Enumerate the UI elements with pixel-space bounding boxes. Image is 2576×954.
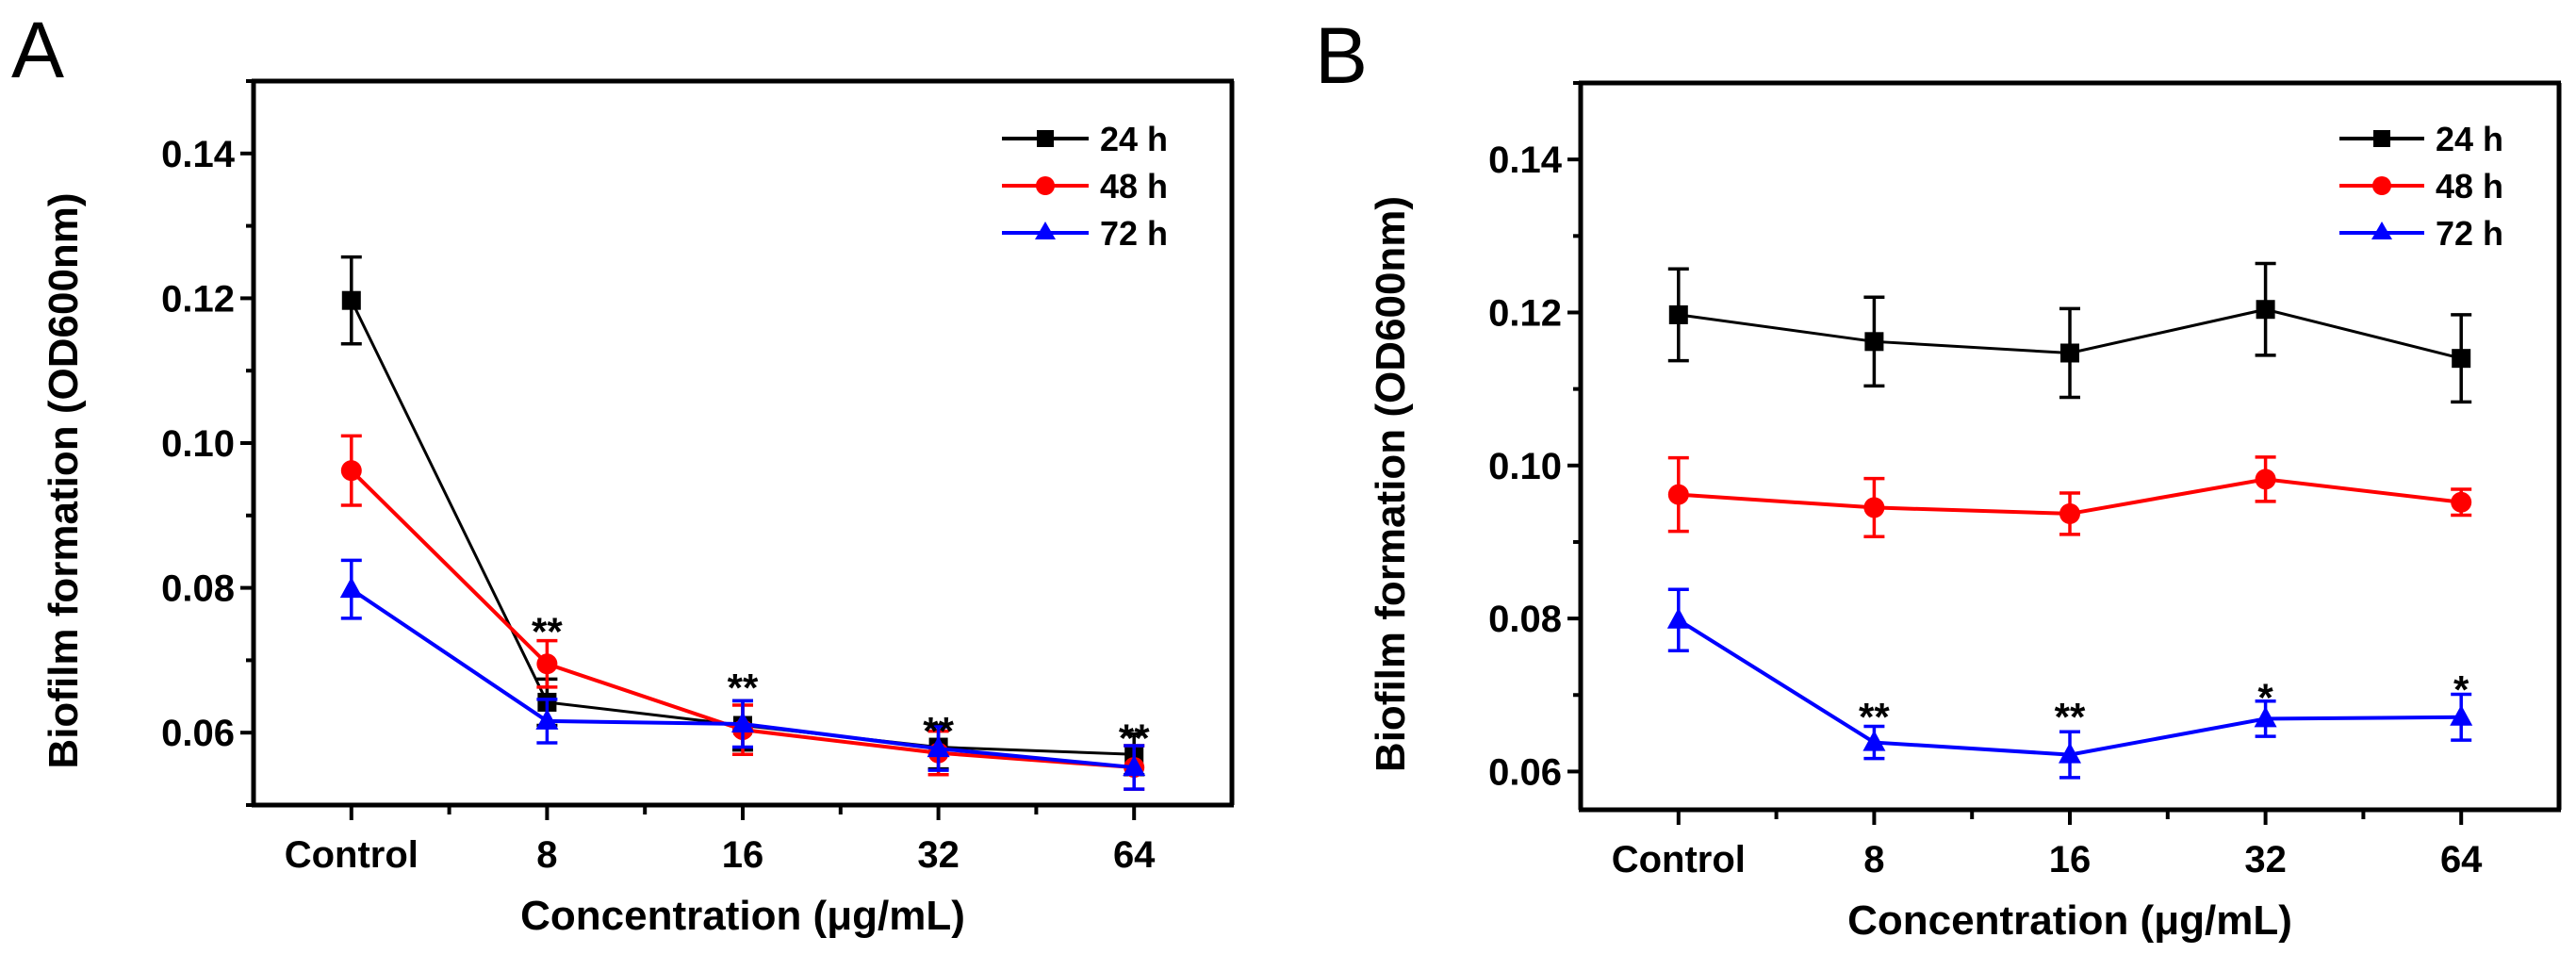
- data-point-triangle: [339, 577, 363, 599]
- y-tick-label: 0.10: [161, 423, 235, 465]
- legend: 24 h 48 h 72 h: [2339, 120, 2503, 253]
- y-tick-label: 0.10: [1488, 446, 1562, 487]
- legend-label-24h: 24 h: [2436, 120, 2503, 158]
- y-tick-label: 0.12: [161, 278, 235, 320]
- legend-marker-square: [2373, 130, 2390, 147]
- data-point-triangle: [2254, 706, 2277, 728]
- data-point-triangle: [2059, 742, 2081, 764]
- x-tick-label: 16: [722, 834, 764, 876]
- data-point-triangle: [535, 708, 559, 730]
- significance-marker: **: [532, 610, 563, 654]
- data-point-circle: [340, 460, 362, 482]
- significance-marker: *: [2257, 676, 2273, 720]
- data-point-circle: [1667, 484, 1689, 505]
- data-point-circle: [2451, 491, 2472, 513]
- panel-label: B: [1315, 11, 1368, 100]
- y-axis-title: Biofilm formation (OD600nm): [1368, 196, 1414, 772]
- y-tick-label: 0.08: [161, 568, 235, 610]
- x-tick-label: 32: [2244, 839, 2287, 880]
- significance-marker: *: [2453, 667, 2469, 712]
- series-48h: [1667, 455, 2472, 539]
- legend-label-24h: 24 h: [1100, 120, 1168, 158]
- x-tick-label: Control: [1612, 839, 1746, 880]
- y-tick-label: 0.12: [1488, 292, 1562, 334]
- data-point-triangle: [927, 736, 950, 758]
- data-point-square: [1864, 332, 1884, 352]
- x-tick-label: 8: [536, 834, 557, 876]
- data-point-triangle: [1666, 607, 1690, 629]
- significance-marker: **: [1859, 695, 1890, 739]
- x-tick-label: 64: [1113, 834, 1156, 876]
- data-point-circle: [2255, 469, 2276, 490]
- y-tick-label: 0.06: [161, 713, 235, 754]
- y-axis-title: Biofilm formation (OD600nm): [41, 192, 87, 768]
- data-point-triangle: [1862, 730, 1886, 751]
- data-point-square: [1668, 304, 1688, 324]
- significance-marker: **: [1119, 716, 1150, 761]
- panel-b: B 0.06 0.08 0.10 0.12 0.14 Control 8 16 32 64 Conce…: [1315, 11, 2562, 944]
- legend: 24 h 48 h 72 h: [1002, 120, 1168, 253]
- legend-marker-triangle: [1035, 222, 1056, 239]
- data-point-square: [2452, 349, 2471, 369]
- series-24h: [1667, 261, 2472, 404]
- legend-label-72h: 72 h: [2436, 214, 2503, 253]
- legend-marker-circle: [2372, 176, 2391, 195]
- y-tick-label: 0.08: [1488, 599, 1562, 640]
- legend-label-48h: 48 h: [1100, 167, 1168, 206]
- x-tick-label: 8: [1863, 839, 1884, 880]
- data-point-triangle: [731, 711, 754, 732]
- series-72h: [339, 558, 1146, 791]
- data-point-square: [341, 290, 361, 310]
- legend-marker-square: [1037, 130, 1054, 147]
- data-point-circle: [2059, 502, 2080, 524]
- x-axis-title: Concentration (μg/mL): [520, 893, 965, 939]
- panel-a: A 0.06 0.08 0.10 0.12 0.14 Control 8 16 32 64 Conce…: [11, 6, 1235, 939]
- x-tick-label: 16: [2049, 839, 2092, 880]
- data-point-square: [2060, 343, 2079, 363]
- data-point-triangle: [1123, 755, 1146, 777]
- legend-label-48h: 48 h: [2436, 167, 2503, 206]
- legend-marker-circle: [1036, 176, 1055, 195]
- panel-label: A: [11, 6, 64, 94]
- x-tick-label: Control: [285, 834, 418, 876]
- x-tick-label: 32: [917, 834, 960, 876]
- data-point-circle: [1863, 497, 1885, 518]
- significance-marker: **: [2055, 695, 2086, 739]
- significance-marker: **: [923, 709, 954, 753]
- y-tick-label: 0.06: [1488, 751, 1562, 793]
- data-point-triangle: [2450, 704, 2473, 726]
- data-point-square: [2256, 300, 2275, 320]
- y-tick-label: 0.14: [161, 134, 236, 175]
- x-axis-title: Concentration (μg/mL): [1847, 897, 2292, 944]
- y-tick-label: 0.14: [1488, 140, 1563, 181]
- series-72h: [1666, 587, 2473, 780]
- x-tick-label: 64: [2440, 839, 2483, 880]
- legend-marker-triangle: [2371, 222, 2392, 239]
- legend-label-72h: 72 h: [1100, 214, 1168, 253]
- data-point-circle: [536, 653, 558, 675]
- significance-marker: **: [728, 666, 759, 710]
